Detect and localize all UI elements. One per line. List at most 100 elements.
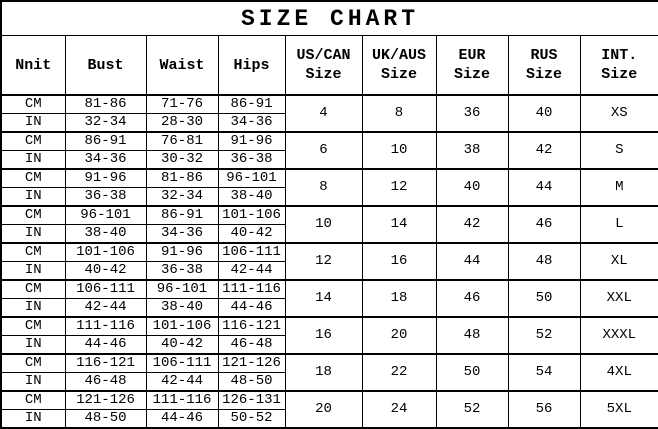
unit-label-cm: CM [0,390,66,410]
waist-cm-value: 111-116 [145,390,219,410]
waist-cm-value: 106-111 [145,353,219,373]
unit-label-in: IN [0,224,66,244]
bust-cm-value: 101-106 [64,242,147,262]
unit-label-cm: CM [0,242,66,262]
bust-cm-value: 121-126 [64,390,147,410]
hips-cm-value: 116-121 [217,316,286,336]
unit-label-in: IN [0,113,66,133]
col-header-waist: Waist [145,35,219,96]
waist-cm-value: 101-106 [145,316,219,336]
waist-cm-value: 81-86 [145,168,219,188]
waist-in-value: 32-34 [145,187,219,207]
waist-cm-value: 71-76 [145,94,219,114]
eur-size-value: 44 [435,242,509,281]
size-group-L-in-row: IN 38-40 34-36 40-42 [0,224,658,244]
hips-in-value: 44-46 [217,298,286,318]
waist-in-value: 34-36 [145,224,219,244]
waist-cm-value: 86-91 [145,205,219,225]
unit-label-cm: CM [0,168,66,188]
int-size-value: XL [579,242,658,281]
hips-in-value: 40-42 [217,224,286,244]
unit-label-in: IN [0,187,66,207]
us-can-size-value: 10 [284,205,363,244]
us-can-size-value: 6 [284,131,363,170]
uk-aus-size-value: 22 [361,353,437,392]
rus-size-value: 52 [507,316,581,355]
size-chart-body: CM 81-86 71-76 86-91 4 8 36 40 XS IN 32-34 28-30 34-… [0,94,658,429]
table-header-row: Nnit Bust Waist Hips US/CAN Size UK/AUS Si… [0,35,658,96]
size-group-XS-cm-row: CM 81-86 71-76 86-91 4 8 36 40 XS [0,94,658,133]
int-size-value: XS [579,94,658,133]
waist-in-value: 42-44 [145,372,219,392]
eur-size-value: 38 [435,131,509,170]
unit-label-cm: CM [0,131,66,151]
bust-cm-value: 116-121 [64,353,147,373]
us-can-size-value: 8 [284,168,363,207]
waist-in-value: 28-30 [145,113,219,133]
unit-label-in: IN [0,409,66,429]
uk-aus-size-value: 14 [361,205,437,244]
uk-aus-size-value: 16 [361,242,437,281]
eur-size-value: 46 [435,279,509,318]
us-can-size-value: 20 [284,390,363,429]
rus-size-value: 42 [507,131,581,170]
col-header-unit: Nnit [0,35,66,96]
us-can-size-value: 14 [284,279,363,318]
uk-aus-size-value: 8 [361,94,437,133]
unit-label-cm: CM [0,94,66,114]
hips-cm-value: 111-116 [217,279,286,299]
us-can-size-value: 18 [284,353,363,392]
int-size-value: XXL [579,279,658,318]
bust-in-value: 48-50 [64,409,147,429]
size-group-XXL-cm-row: CM 106-111 96-101 111-116 14 18 46 50 XXL [0,279,658,318]
eur-size-value: 48 [435,316,509,355]
bust-in-value: 36-38 [64,187,147,207]
bust-in-value: 40-42 [64,261,147,281]
hips-in-value: 38-40 [217,187,286,207]
size-group-XL-in-row: IN 40-42 36-38 42-44 [0,261,658,281]
hips-cm-value: 96-101 [217,168,286,188]
bust-cm-value: 106-111 [64,279,147,299]
hips-cm-value: 101-106 [217,205,286,225]
int-size-value: M [579,168,658,207]
hips-in-value: 34-36 [217,113,286,133]
int-size-value: 4XL [579,353,658,392]
col-header-hips: Hips [217,35,286,96]
hips-in-value: 48-50 [217,372,286,392]
eur-size-value: 42 [435,205,509,244]
uk-aus-size-value: 20 [361,316,437,355]
uk-aus-size-value: 10 [361,131,437,170]
col-header-eur-size: EUR Size [435,35,509,96]
hips-cm-value: 121-126 [217,353,286,373]
size-group-L-cm-row: CM 96-101 86-91 101-106 10 14 42 46 L [0,205,658,244]
rus-size-value: 54 [507,353,581,392]
unit-label-cm: CM [0,205,66,225]
waist-cm-value: 96-101 [145,279,219,299]
col-header-uk-aus-size: UK/AUS Size [361,35,437,96]
int-size-value: L [579,205,658,244]
size-group-XL-cm-row: CM 101-106 91-96 106-111 12 16 44 48 XL [0,242,658,281]
unit-label-in: IN [0,335,66,355]
size-group-M-in-row: IN 36-38 32-34 38-40 [0,187,658,207]
int-size-value: S [579,131,658,170]
us-can-size-value: 4 [284,94,363,133]
hips-in-value: 50-52 [217,409,286,429]
col-header-us-can-size: US/CAN Size [284,35,363,96]
bust-in-value: 44-46 [64,335,147,355]
bust-in-value: 34-36 [64,150,147,170]
bust-cm-value: 96-101 [64,205,147,225]
hips-in-value: 42-44 [217,261,286,281]
col-header-bust: Bust [64,35,147,96]
unit-label-cm: CM [0,353,66,373]
col-header-int-size: INT. Size [579,35,658,96]
hips-in-value: 36-38 [217,150,286,170]
waist-in-value: 44-46 [145,409,219,429]
rus-size-value: 50 [507,279,581,318]
hips-cm-value: 86-91 [217,94,286,114]
waist-in-value: 30-32 [145,150,219,170]
hips-in-value: 46-48 [217,335,286,355]
unit-label-cm: CM [0,279,66,299]
unit-label-cm: CM [0,316,66,336]
col-header-rus-size: RUS Size [507,35,581,96]
